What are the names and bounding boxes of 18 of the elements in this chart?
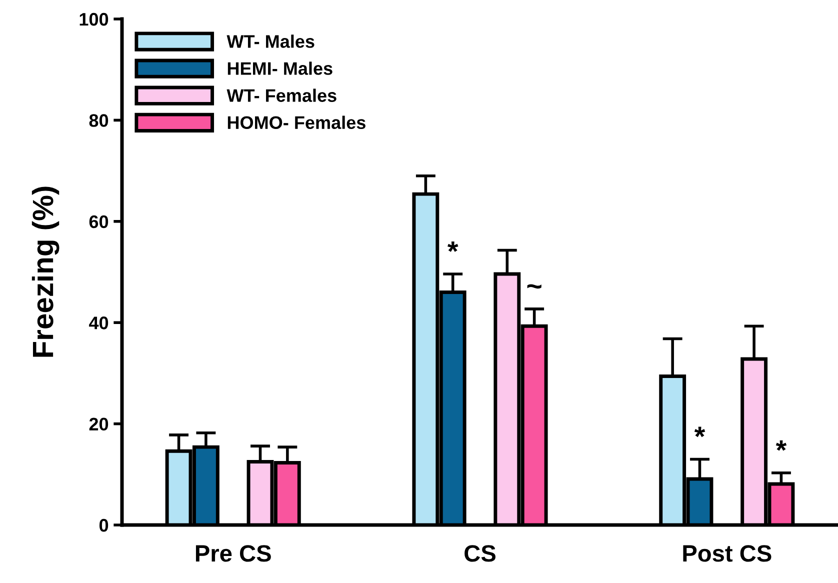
y-tick-label: 100 (80, 12, 108, 26)
y-tick-label: 0 (99, 518, 108, 532)
x-tick-label: CS (464, 545, 496, 562)
x-tick-label: Pre CS (196, 545, 271, 562)
data-label: * (776, 440, 787, 451)
y-axis-title: Freezing (%) (32, 186, 60, 357)
x-tick-label: Post CS (683, 545, 772, 562)
y-tick-label: 20 (89, 418, 108, 431)
legend-label: WT- Males (226, 34, 314, 48)
y-tick-label: 40 (89, 316, 108, 330)
data-label: ~ (527, 284, 542, 289)
legend-label: WT- Females (226, 88, 336, 102)
legend-label: HOMO- Females (228, 116, 366, 129)
y-tick-label: 60 (89, 215, 108, 228)
data-label: * (694, 426, 706, 438)
legend-label: HEMI- Males (228, 62, 332, 75)
y-tick-label: 80 (89, 114, 108, 127)
data-label: * (448, 242, 458, 252)
